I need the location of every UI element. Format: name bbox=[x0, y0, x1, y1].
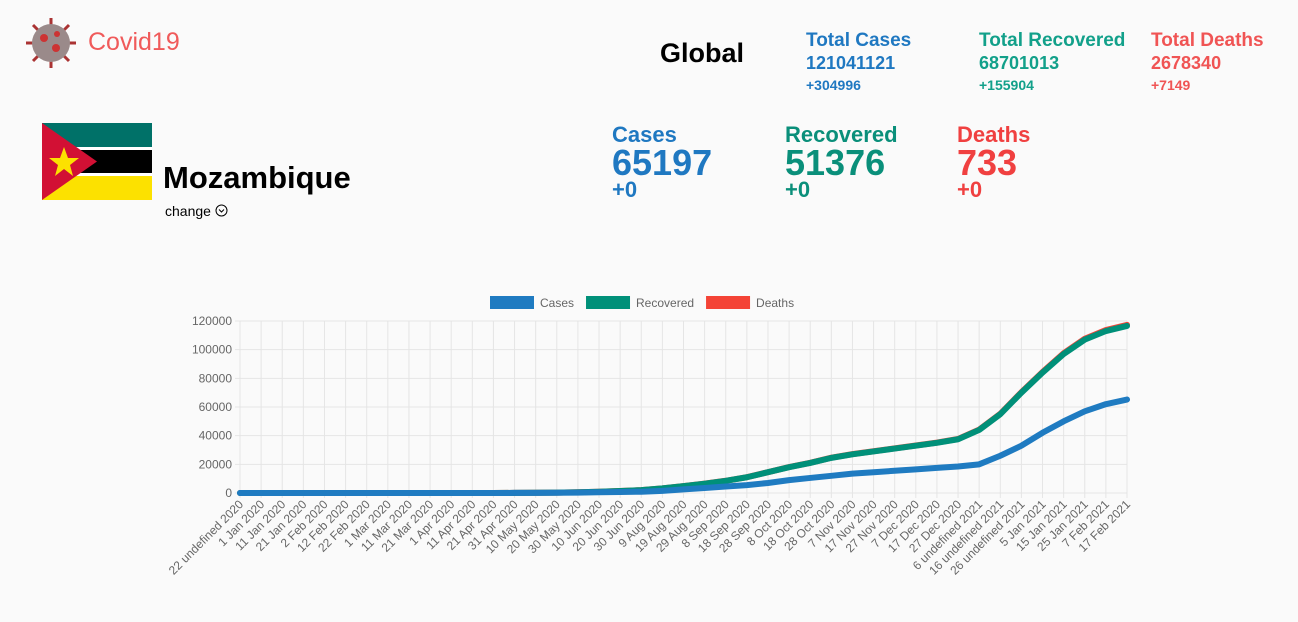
stat-delta: +0 bbox=[785, 177, 811, 202]
chevron-icon bbox=[215, 204, 228, 217]
legend-label: Cases bbox=[540, 296, 574, 310]
stat-value: 51376 bbox=[785, 142, 886, 183]
legend-swatch bbox=[490, 296, 534, 309]
stat-value: 733 bbox=[957, 142, 1018, 183]
series-line bbox=[237, 396, 1130, 496]
stat-label: Total Cases bbox=[806, 30, 912, 51]
stat-value: 68701013 bbox=[979, 53, 1060, 73]
country-name: Mozambique bbox=[163, 160, 351, 195]
stat-label: Total Deaths bbox=[1151, 30, 1264, 51]
change-button[interactable]: change bbox=[165, 203, 228, 219]
y-tick-label: 80000 bbox=[199, 371, 233, 385]
stat-label: Cases bbox=[612, 122, 677, 147]
stat-value: 65197 bbox=[612, 142, 713, 183]
stat-delta: +7149 bbox=[1151, 77, 1191, 93]
global-stat: Total Cases 121041121 +304996 bbox=[806, 30, 911, 93]
y-tick-label: 120000 bbox=[192, 314, 232, 328]
stat-delta: +0 bbox=[612, 177, 638, 202]
y-tick-label: 20000 bbox=[199, 457, 233, 471]
stat-value: 2678340 bbox=[1151, 53, 1222, 73]
stat-value: 121041121 bbox=[806, 53, 896, 73]
y-tick-label: 60000 bbox=[199, 400, 233, 414]
app-title[interactable]: Covid19 bbox=[88, 28, 180, 56]
global-title: Global bbox=[660, 38, 745, 68]
legend-swatch bbox=[586, 296, 631, 309]
country-stat: Deaths 733 +0 bbox=[957, 123, 1030, 201]
legend-swatch bbox=[706, 296, 751, 309]
y-tick-label: 40000 bbox=[199, 429, 233, 443]
stat-label: Recovered bbox=[785, 122, 898, 147]
country-stat: Cases 65197 +0 bbox=[612, 123, 712, 201]
stat-delta: +304996 bbox=[806, 77, 861, 93]
country-stat: Recovered 51376 +0 bbox=[785, 123, 898, 201]
virus-icon bbox=[26, 18, 76, 68]
stat-label: Total Recovered bbox=[979, 30, 1126, 51]
global-stat: Total Recovered 68701013 +155904 bbox=[979, 30, 1125, 93]
global-stat: Total Deaths 2678340 +7149 bbox=[1151, 30, 1264, 93]
flag bbox=[42, 123, 152, 200]
legend-label: Recovered bbox=[636, 296, 694, 310]
stat-delta: +155904 bbox=[979, 77, 1034, 93]
stat-delta: +0 bbox=[957, 177, 983, 202]
legend-label: Deaths bbox=[756, 296, 794, 310]
stat-label: Deaths bbox=[957, 122, 1031, 147]
y-tick-label: 100000 bbox=[192, 343, 232, 357]
y-tick-label: 0 bbox=[225, 486, 232, 500]
change-label[interactable]: change bbox=[165, 203, 211, 219]
